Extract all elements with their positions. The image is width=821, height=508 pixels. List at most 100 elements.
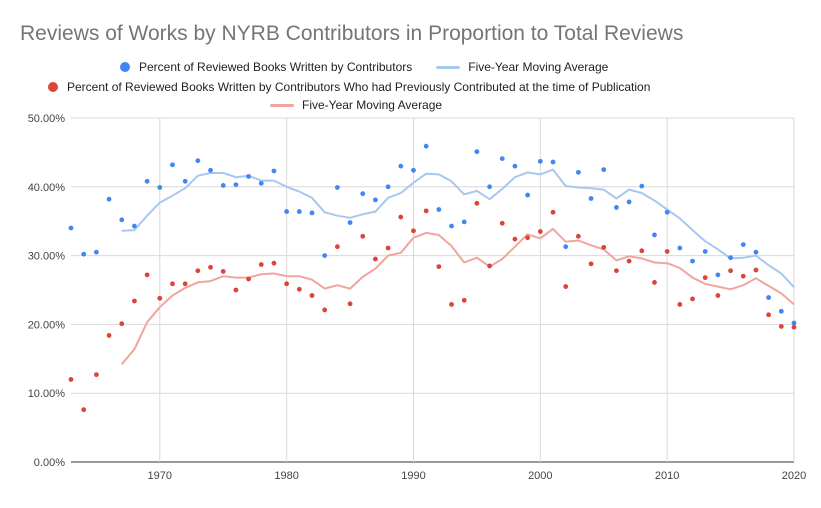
blue-point bbox=[499, 156, 505, 161]
red-point bbox=[436, 264, 442, 270]
blue-point bbox=[93, 249, 99, 255]
blue-point bbox=[664, 209, 670, 215]
red-point bbox=[195, 268, 201, 274]
series bbox=[68, 143, 797, 413]
red-point bbox=[347, 301, 353, 307]
y-tick-label: 0.00% bbox=[34, 457, 65, 469]
blue-point bbox=[740, 242, 746, 247]
blue-point bbox=[360, 191, 366, 197]
y-tick-label: 20.00% bbox=[28, 319, 66, 331]
blue-point bbox=[182, 178, 188, 184]
chart-title: Reviews of Works by NYRB Contributors in… bbox=[20, 22, 684, 45]
blue-point bbox=[436, 207, 442, 212]
red-point bbox=[284, 281, 290, 287]
red-point bbox=[728, 268, 733, 274]
red-point bbox=[740, 273, 746, 279]
blue-point bbox=[271, 168, 277, 174]
blue-point bbox=[525, 192, 531, 198]
legend-item-previous-contributors-average[interactable]: Five-Year Moving Average bbox=[270, 98, 442, 112]
legend-marker-blue-line bbox=[436, 65, 461, 69]
blue-point bbox=[778, 308, 784, 314]
red-point bbox=[525, 235, 531, 241]
blue-point bbox=[322, 253, 328, 258]
blue-average-line bbox=[121, 168, 795, 288]
blue-point bbox=[563, 244, 569, 250]
blue-point bbox=[601, 167, 607, 173]
red-point bbox=[487, 263, 492, 269]
x-tick-label: 2020 bbox=[782, 470, 806, 482]
red-point bbox=[246, 276, 251, 282]
red-point bbox=[106, 333, 112, 338]
blue-point bbox=[144, 178, 150, 184]
legend-label-contributors-average: Five-Year Moving Average bbox=[468, 60, 609, 74]
legend-item-contributors[interactable]: Percent of Reviewed Books Written by Con… bbox=[120, 60, 412, 74]
red-point bbox=[132, 298, 137, 304]
red-point bbox=[563, 284, 569, 289]
red-point bbox=[639, 248, 645, 254]
red-point bbox=[512, 236, 518, 242]
red-point bbox=[652, 280, 657, 285]
x-tick-label: 2010 bbox=[655, 470, 679, 482]
red-point bbox=[690, 296, 695, 302]
red-point bbox=[208, 264, 213, 270]
legend-marker-red-dot bbox=[48, 82, 58, 92]
blue-point bbox=[677, 245, 683, 251]
y-tick-label: 50.00% bbox=[28, 113, 66, 125]
blue-point bbox=[284, 209, 290, 214]
legend-label-previous-contributors-average: Five-Year Moving Average bbox=[302, 98, 443, 112]
blue-point bbox=[258, 180, 264, 186]
blue-point bbox=[334, 185, 340, 190]
blue-point bbox=[398, 163, 404, 169]
red-point bbox=[385, 245, 391, 251]
blue-point bbox=[157, 185, 163, 190]
legend-row-2: Percent of Reviewed Books Written by Con… bbox=[48, 80, 650, 94]
red-average-line bbox=[120, 227, 795, 365]
legend-item-previous-contributors[interactable]: Percent of Reviewed Books Written by Con… bbox=[48, 80, 650, 94]
blue-point bbox=[639, 183, 645, 189]
gridlines bbox=[71, 117, 795, 463]
x-tick-label: 1990 bbox=[401, 470, 425, 482]
red-point bbox=[778, 324, 784, 329]
red-point bbox=[411, 228, 416, 234]
red-point bbox=[220, 269, 226, 274]
red-point bbox=[449, 302, 454, 307]
red-point bbox=[93, 372, 99, 378]
red-point bbox=[766, 312, 772, 318]
red-point bbox=[182, 281, 188, 287]
red-point bbox=[423, 208, 429, 214]
x-tick-label: 1970 bbox=[148, 470, 172, 482]
blue-point bbox=[449, 223, 454, 229]
blue-point bbox=[309, 210, 315, 216]
red-point bbox=[334, 244, 340, 250]
legend-row-1: Percent of Reviewed Books Written by Con… bbox=[120, 60, 608, 74]
red-point bbox=[550, 209, 556, 215]
blue-point bbox=[347, 220, 353, 225]
blue-point bbox=[385, 184, 391, 190]
red-point bbox=[702, 275, 708, 281]
red-point bbox=[271, 260, 277, 266]
blue-point bbox=[132, 223, 137, 229]
blue-point bbox=[68, 225, 74, 231]
blue-point bbox=[550, 159, 556, 165]
blue-point bbox=[246, 174, 251, 179]
red-point bbox=[575, 233, 581, 239]
blue-point bbox=[373, 197, 378, 203]
red-point bbox=[373, 256, 378, 262]
red-point bbox=[791, 324, 797, 330]
legend-item-contributors-average[interactable]: Five-Year Moving Average bbox=[436, 60, 608, 74]
blue-point bbox=[588, 196, 594, 201]
red-point bbox=[309, 293, 315, 298]
red-point bbox=[601, 244, 607, 250]
blue-point bbox=[791, 320, 797, 326]
blue-point bbox=[728, 255, 733, 261]
red-point bbox=[588, 261, 594, 267]
red-point bbox=[664, 249, 670, 254]
blue-point bbox=[652, 232, 657, 238]
red-point bbox=[322, 307, 328, 313]
legend-marker-blue-dot bbox=[120, 62, 130, 72]
blue-point bbox=[537, 158, 543, 164]
legend-marker-red-line bbox=[270, 103, 294, 107]
blue-point bbox=[461, 219, 467, 225]
